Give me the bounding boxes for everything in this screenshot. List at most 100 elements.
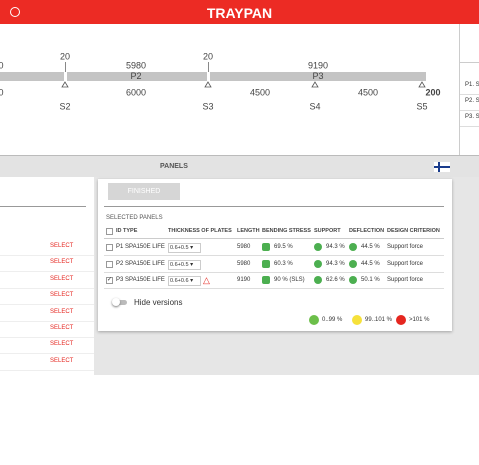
marker-gap xyxy=(207,70,210,83)
row-divider xyxy=(0,320,94,322)
column-header: THICKNESS OF PLATES xyxy=(168,228,232,234)
select-link[interactable]: SELECT xyxy=(50,243,74,249)
legend-dot xyxy=(352,315,362,325)
support-value: 62.6 % xyxy=(326,277,345,283)
support-icon xyxy=(314,276,322,284)
section-bar xyxy=(0,155,479,177)
app-title: TRAYPAN xyxy=(206,5,273,21)
support xyxy=(61,81,69,88)
row-checkbox[interactable] xyxy=(106,260,113,268)
support-label: S3 xyxy=(202,101,213,111)
bending-icon xyxy=(262,243,270,251)
select-link[interactable]: SELECT xyxy=(50,325,74,331)
marker-gap xyxy=(64,70,67,83)
row-divider xyxy=(0,287,94,289)
select-link[interactable]: SELECT xyxy=(50,259,74,266)
marker-label: 20 xyxy=(60,51,70,61)
length: 5980 xyxy=(237,244,251,250)
deflection-icon xyxy=(349,259,357,268)
row-divider xyxy=(0,304,94,306)
side-divider xyxy=(460,110,479,111)
select-link[interactable]: SELECT xyxy=(50,275,74,282)
support-value: 94.3 % xyxy=(326,244,345,250)
thickness-select[interactable]: 0.6+0.5 xyxy=(168,243,201,253)
side-item: P2. S xyxy=(465,98,479,104)
support-label: S5 xyxy=(416,101,427,111)
toggle-label: Hide versions xyxy=(134,298,183,307)
column-header: LENGTH xyxy=(237,228,260,234)
support xyxy=(418,81,426,88)
length: 5980 xyxy=(237,260,251,267)
card-heading: SELECTED PANELS xyxy=(106,215,163,221)
top-value: 0 xyxy=(0,60,4,70)
bending-value: 60.3 % xyxy=(274,260,293,267)
select-link[interactable]: SELECT xyxy=(50,341,74,348)
row-divider xyxy=(104,288,444,289)
panel-type: P3 SPA150E LIFE xyxy=(116,277,165,283)
row-checkbox[interactable] xyxy=(106,244,113,251)
criterion: Support force xyxy=(387,244,424,250)
side-divider xyxy=(460,62,479,63)
deflection-value: 44.5 % xyxy=(361,260,380,267)
beam xyxy=(0,72,426,81)
header-divider xyxy=(104,238,444,239)
row-divider xyxy=(0,369,94,371)
deflection-value: 50.1 % xyxy=(361,277,380,283)
row-divider xyxy=(104,271,444,273)
select-link[interactable]: SELECT xyxy=(50,308,74,315)
bending-icon xyxy=(262,276,270,284)
support xyxy=(204,81,212,88)
globe-icon[interactable] xyxy=(10,7,20,17)
warning-icon: △ xyxy=(203,275,210,285)
marker-label: 20 xyxy=(203,51,213,61)
criterion: Support force xyxy=(387,277,424,283)
criterion: Support force xyxy=(387,260,424,267)
side-panel-border xyxy=(459,24,460,155)
support-label: S2 xyxy=(59,101,70,111)
column-header: DEFLECTION xyxy=(349,228,385,234)
row-divider xyxy=(104,255,444,256)
panel-type: P2 SPA150E LIFE xyxy=(116,260,165,267)
bending-icon xyxy=(262,259,270,268)
card-divider xyxy=(104,206,444,207)
deflection-icon xyxy=(349,276,357,284)
deflection-icon xyxy=(349,243,357,251)
toggle[interactable] xyxy=(112,298,127,306)
support-icon xyxy=(314,259,322,268)
legend-label: 0..99 % xyxy=(322,317,343,323)
legend-label: 99..101 % xyxy=(365,317,393,323)
column-header: SUPPORT xyxy=(314,228,341,234)
header-checkbox[interactable] xyxy=(106,228,113,235)
thickness-select[interactable]: 0.6+0.6 xyxy=(168,276,201,286)
finished-button[interactable]: FINISHED xyxy=(108,183,180,200)
span-value: 4500 xyxy=(358,87,378,97)
side-divider xyxy=(460,94,479,95)
panel-type: P1 SPA150E LIFE xyxy=(116,244,165,250)
row-checkbox[interactable]: ✓ xyxy=(106,277,113,284)
side-divider xyxy=(460,126,479,127)
row-divider xyxy=(0,337,94,338)
legend-dot xyxy=(396,315,406,325)
bending-value: 90 % (SLS) xyxy=(274,277,305,283)
section-title: PANELS xyxy=(160,163,188,170)
length: 9190 xyxy=(237,277,251,283)
support-label: S4 xyxy=(309,101,320,111)
column-header: BENDING STRESS xyxy=(262,228,311,234)
select-link[interactable]: SELECT xyxy=(50,292,74,299)
support-value: 94.3 % xyxy=(326,260,345,267)
column-header: DESIGN CRITERION xyxy=(387,228,440,234)
legend-label: >101 % xyxy=(409,317,430,323)
top-value: 9190 xyxy=(308,60,328,70)
side-item: P3. S xyxy=(465,114,479,120)
support xyxy=(311,81,319,88)
support-icon xyxy=(314,243,322,251)
thickness-select[interactable]: 0.6+0.5 xyxy=(168,259,201,270)
span-value: 6000 xyxy=(126,87,146,97)
header-bar xyxy=(0,0,479,24)
finnish-flag[interactable] xyxy=(434,162,450,172)
row-divider xyxy=(0,353,94,355)
select-link[interactable]: SELECT xyxy=(50,357,74,364)
span-value: 4500 xyxy=(250,87,270,97)
